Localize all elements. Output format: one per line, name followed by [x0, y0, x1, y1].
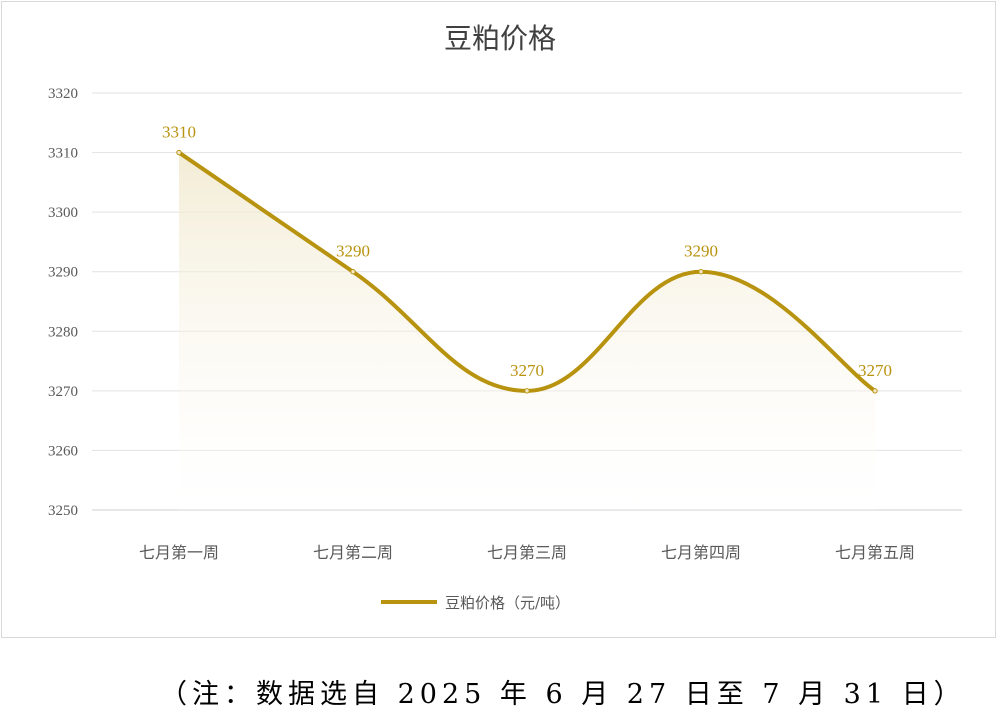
area-fill	[179, 152, 875, 511]
data-point	[524, 388, 530, 394]
y-tick-label: 3300	[48, 205, 78, 221]
y-tick-label: 3290	[48, 265, 78, 281]
data-point	[350, 269, 356, 275]
data-point	[872, 388, 878, 394]
data-label: 3290	[336, 242, 370, 261]
y-tick-label: 3250	[48, 503, 78, 519]
y-tick-label: 3310	[48, 146, 78, 162]
footnote: （注：数据选自 2025 年 6 月 27 日至 7 月 31 日）	[160, 679, 966, 710]
data-labels: 3310 3290 3270 3290 3270	[162, 123, 892, 380]
x-category-label: 七月第三周	[487, 543, 567, 562]
x-category-label: 七月第五周	[835, 543, 915, 562]
chart-frame	[1, 1, 996, 638]
y-tick-label: 3320	[48, 86, 78, 102]
series-area	[179, 152, 875, 511]
y-tick-label: 3260	[48, 443, 78, 459]
x-category-label: 七月第四周	[661, 543, 741, 562]
y-axis-ticks: 3250 3260 3270 3280 3290 3300 3310 3320	[48, 86, 78, 519]
data-points	[176, 149, 878, 394]
x-category-label: 七月第一周	[139, 543, 219, 562]
data-label: 3270	[858, 361, 892, 380]
y-tick-label: 3280	[48, 324, 78, 340]
x-category-label: 七月第二周	[313, 543, 393, 562]
data-point	[698, 269, 704, 275]
line-chart: 豆粕价格 3250 3260 3270 3280 3290 3300 3310 3320 33…	[48, 22, 962, 612]
data-point	[176, 149, 182, 156]
data-label: 3270	[510, 361, 544, 380]
chart-title: 豆粕价格	[444, 22, 556, 55]
y-tick-label: 3270	[48, 384, 78, 400]
data-label: 3310	[162, 123, 196, 142]
legend-label: 豆粕价格（元/吨）	[445, 594, 570, 612]
x-axis-categories: 七月第一周 七月第二周 七月第三周 七月第四周 七月第五周	[139, 543, 915, 562]
data-label: 3290	[684, 242, 718, 261]
legend: 豆粕价格（元/吨）	[381, 594, 570, 612]
